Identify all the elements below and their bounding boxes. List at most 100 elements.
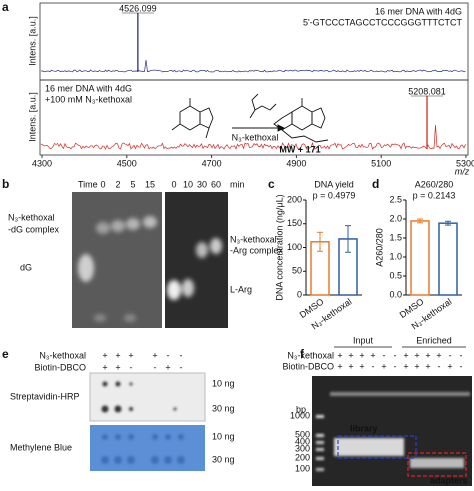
band-label: L-Arg [230, 284, 252, 294]
time-tick: 5 [130, 179, 135, 189]
sign: - [438, 361, 441, 371]
sign: + [370, 350, 375, 360]
row-label: Biotin-DBCO [34, 362, 86, 372]
blot-label: Methylene Blue [10, 442, 72, 452]
sign: - [383, 350, 386, 360]
spectrum-note: 16 mer DNA with 4dG [375, 6, 462, 16]
bar [410, 220, 430, 296]
time-unit: min [230, 179, 245, 189]
p-value: p = 0.2143 [413, 190, 456, 200]
blot [89, 372, 206, 422]
sign: + [102, 362, 107, 372]
gel-bands [167, 238, 222, 300]
band-label: -Arg complex [230, 245, 284, 255]
sign: + [115, 350, 120, 360]
sign: - [154, 362, 157, 372]
y-axis-label: Intens. [a.u.] [27, 92, 37, 142]
time-tick: 0 [100, 179, 105, 189]
chart-title: A260/280 [415, 179, 454, 189]
amount-label: 30 ng [212, 403, 235, 413]
sign: + [128, 350, 133, 360]
sign: + [403, 361, 408, 371]
amount-label: 30 ng [212, 454, 235, 464]
sign: - [460, 350, 463, 360]
y-tick-label: 0 [297, 289, 302, 299]
time-tick: 15 [145, 179, 155, 189]
band-label: dG [20, 262, 32, 272]
panel-label: b [2, 177, 9, 191]
blot [90, 425, 205, 471]
panel-label: e [2, 347, 9, 361]
panel-label: c [268, 177, 275, 191]
library-label: library [350, 423, 378, 433]
sign: + [359, 361, 364, 371]
x-tick-label: 5100 [371, 158, 391, 168]
library-box [337, 435, 417, 459]
ladder-label: 200 [295, 452, 310, 462]
y-tick-label: 150 [287, 218, 302, 228]
bp-label: bp [296, 404, 306, 414]
sign: + [337, 361, 342, 371]
y-tick-label: 50 [292, 266, 302, 276]
sign: + [436, 350, 441, 360]
spectrum-note: 5'-GTCCCTAGCCTCCCGGGTTTCTCT [303, 17, 463, 27]
x-unit: m/z [455, 166, 470, 176]
sign: - [449, 350, 452, 360]
amount-label: 10 ng [212, 378, 235, 388]
sign: + [403, 350, 408, 360]
sign: + [425, 350, 430, 360]
band-label: N₃-kethoxal [230, 234, 277, 244]
amount-label: 10 ng [212, 431, 235, 441]
mass-shift: MW + 171 [279, 144, 320, 154]
group-label: Enriched [416, 335, 452, 345]
ladder-label: 500 [295, 429, 310, 439]
sign: + [414, 361, 419, 371]
sign: - [460, 361, 463, 371]
group-label: Input [353, 335, 374, 345]
bar [438, 222, 458, 296]
sign: + [348, 350, 353, 360]
y-tick-label: 1.0 [389, 251, 402, 261]
spectrum-note: 16 mer DNA with 4dG [45, 83, 132, 93]
y-axis-label: Intens. [a.u.] [27, 16, 37, 66]
ladder-label: 300 [295, 443, 310, 453]
y-tick-label: 1.5 [389, 232, 402, 242]
time-tick: 2 [115, 179, 120, 189]
row-label: N₃-kethoxal [287, 350, 334, 360]
sign: - [180, 362, 183, 372]
sign: - [394, 361, 397, 371]
sign: + [447, 361, 452, 371]
y-axis-label: DNA concentration (ng/μL) [274, 194, 284, 300]
spectrum-note: +100 mM N₃-kethoxal [45, 94, 132, 104]
y-tick-label: 100 [287, 242, 302, 252]
blot-dots [101, 381, 177, 413]
spectrum-frame [39, 79, 469, 156]
row-label: N₃-kethoxal [39, 350, 86, 360]
panel-label: f [300, 347, 305, 361]
blot-dots [101, 434, 185, 464]
spectrum-noise [40, 59, 466, 73]
sign: - [130, 362, 133, 372]
band-label: -dG complex [8, 224, 60, 234]
panel-label: d [372, 177, 379, 191]
peak-label: 5208.081 [408, 86, 446, 96]
y-tick-label: 0.0 [389, 289, 402, 299]
adapters-label: adapters [430, 475, 468, 485]
time-label: Time [78, 179, 98, 189]
y-tick-label: 200 [287, 194, 302, 204]
panel-label: a [2, 0, 9, 14]
sign: - [180, 350, 183, 360]
sign: + [359, 350, 364, 360]
sign: + [348, 361, 353, 371]
sign: - [394, 350, 397, 360]
row-label: Biotin-DBCO [282, 361, 334, 371]
sign: + [165, 362, 170, 372]
gel-bands [78, 216, 157, 322]
sign: - [372, 361, 375, 371]
band-label: N₃-kethoxal [8, 212, 55, 222]
time-tick: 0 [171, 179, 176, 189]
x-tick-label: 4900 [286, 158, 306, 168]
peak-label: 4526.099 [119, 3, 157, 13]
sign: + [102, 350, 107, 360]
